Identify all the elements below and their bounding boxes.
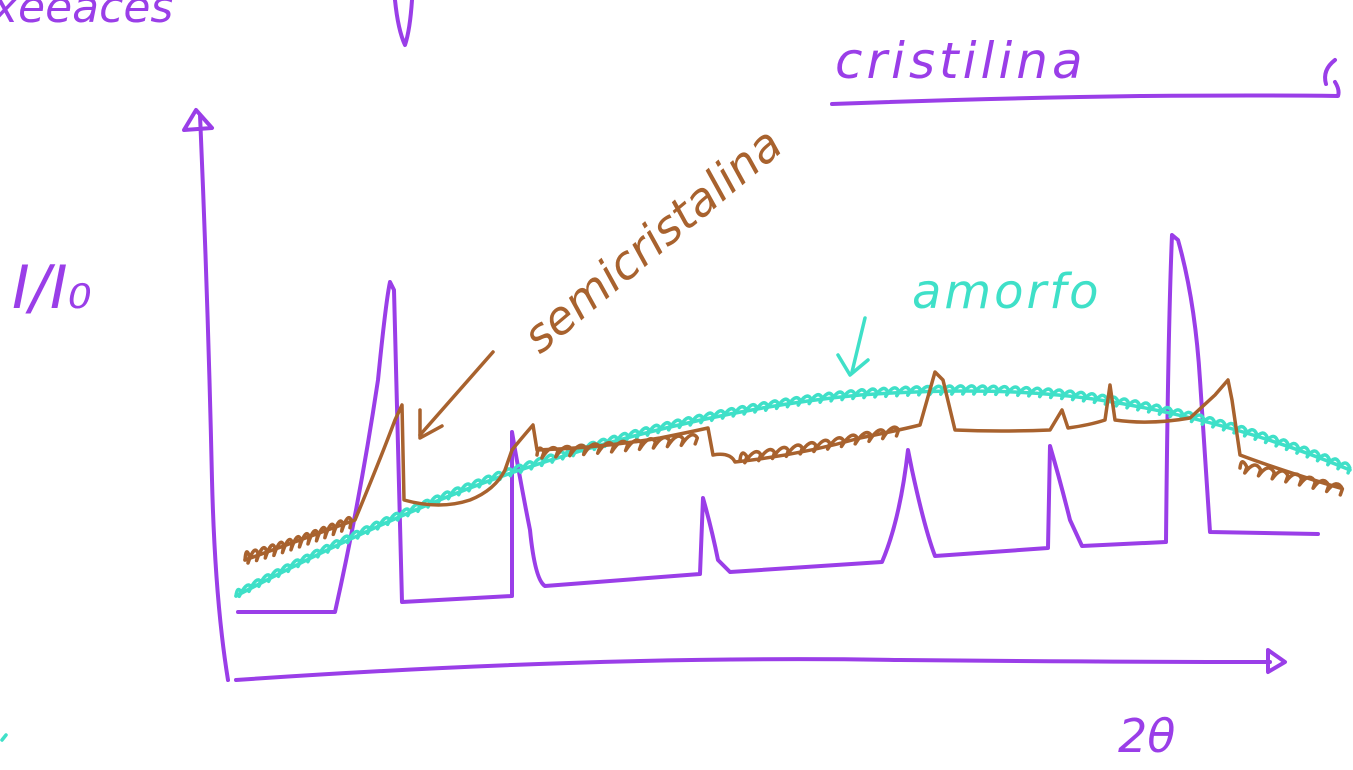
amorphous-arrowhead <box>836 353 870 377</box>
title-cristilina: cristilina <box>835 32 1087 90</box>
amorphous-arrow <box>850 316 867 374</box>
y-axis <box>198 113 230 682</box>
semicrystalline-pattern-line <box>243 370 1342 562</box>
title-right-hook <box>1323 58 1337 86</box>
crystalline-pattern-line <box>236 233 1320 614</box>
y-axis-arrowhead <box>182 108 214 132</box>
title-underline <box>830 80 1341 106</box>
top-left-fragment-text: xeeaces <box>0 0 173 33</box>
semicrystalline-arrow <box>418 350 495 437</box>
x-axis-label: 2θ <box>1118 709 1175 763</box>
semicrystalline-scribble <box>535 425 1345 497</box>
stray-mark <box>0 733 8 742</box>
semicrystalline-label: semicristalina <box>512 116 792 363</box>
semicrystalline-arrowhead <box>418 408 444 440</box>
amorphous-pattern-scribble <box>234 384 1352 599</box>
x-axis-arrowhead <box>1266 648 1287 674</box>
y-axis-label: I/I₀ <box>12 253 92 323</box>
amorphous-label: amorfo <box>912 264 1102 320</box>
top-partial-stroke <box>393 0 414 47</box>
x-axis <box>234 657 1272 682</box>
